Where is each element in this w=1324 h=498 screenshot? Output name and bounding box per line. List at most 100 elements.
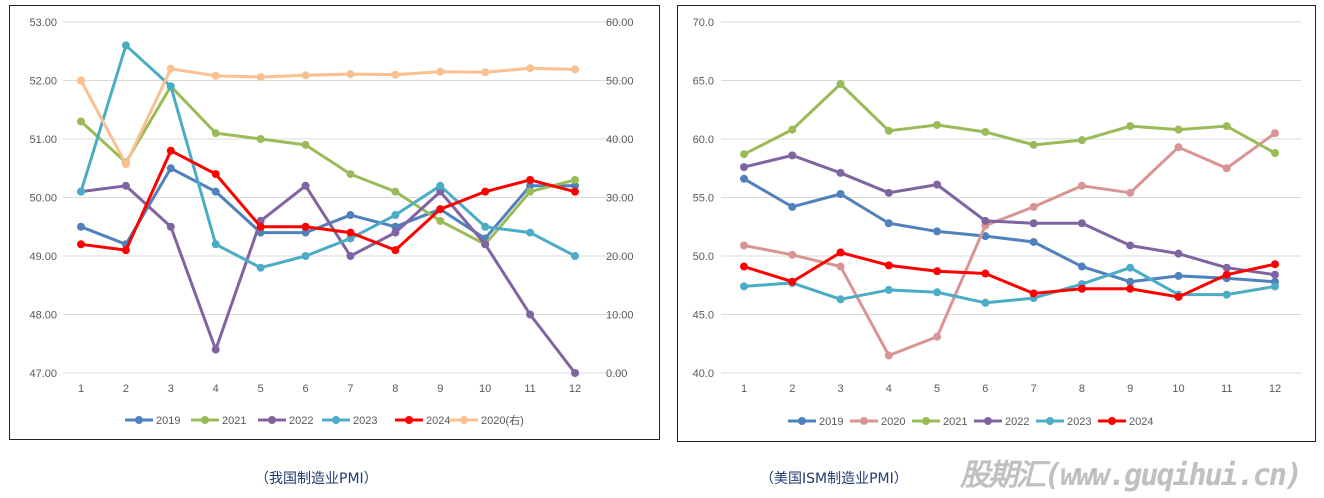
series-line-2021 xyxy=(743,82,1276,156)
data-point xyxy=(1222,270,1231,279)
data-point xyxy=(981,298,990,307)
data-point xyxy=(884,285,893,294)
y-tick-label: 40.0 xyxy=(693,368,714,380)
data-point xyxy=(933,120,942,129)
y-tick-label: 52.00 xyxy=(29,76,57,88)
x-tick-label: 10 xyxy=(479,383,491,395)
data-point xyxy=(301,140,310,149)
data-point xyxy=(211,240,220,249)
data-point xyxy=(884,261,893,270)
legend-marker xyxy=(460,416,468,424)
x-tick-label: 8 xyxy=(392,383,398,395)
data-point xyxy=(1029,289,1038,298)
data-point xyxy=(211,71,220,80)
data-point xyxy=(391,228,400,237)
data-point xyxy=(77,187,85,196)
data-point xyxy=(884,219,893,228)
data-point xyxy=(77,222,85,231)
data-point xyxy=(1271,282,1279,291)
series-line-2022 xyxy=(743,153,1276,277)
data-point xyxy=(301,252,310,260)
y-tick-label: 47.00 xyxy=(29,368,57,380)
data-point xyxy=(211,345,220,354)
legend-label: 2019 xyxy=(156,415,180,427)
data-point xyxy=(571,369,579,377)
data-point xyxy=(391,187,400,196)
data-point xyxy=(436,181,445,190)
data-point xyxy=(1174,143,1183,152)
x-tick-label: 9 xyxy=(1127,383,1133,395)
data-point xyxy=(346,211,355,220)
data-point xyxy=(1222,263,1231,272)
data-point xyxy=(884,188,893,197)
data-point xyxy=(933,288,942,297)
data-point xyxy=(933,332,942,341)
x-tick-label: 7 xyxy=(1031,383,1037,395)
data-point xyxy=(166,164,175,173)
data-point xyxy=(740,241,748,250)
data-point xyxy=(740,174,748,183)
data-point xyxy=(166,64,175,73)
y-tick-label: 70.0 xyxy=(693,17,714,29)
data-point xyxy=(1271,270,1279,279)
x-tick-label: 1 xyxy=(741,383,747,395)
data-point xyxy=(1222,122,1231,131)
data-point xyxy=(836,248,845,257)
data-point xyxy=(436,216,445,225)
china-pmi-chart-panel: 47.00 48.00 49.00 50.00 51.00 52.00 53.00 0.00 1… xyxy=(9,5,660,440)
data-point xyxy=(788,202,797,211)
data-point xyxy=(1077,262,1086,271)
y-tick-label: 48.00 xyxy=(29,310,57,322)
y-tick-label: 50.00 xyxy=(29,193,57,205)
legend-label: 2020(右) xyxy=(481,413,524,427)
data-point xyxy=(301,222,310,231)
legend-marker xyxy=(1108,417,1116,425)
data-point xyxy=(211,170,220,179)
x-tick-label: 8 xyxy=(1079,383,1085,395)
data-point xyxy=(1174,292,1183,301)
data-point xyxy=(526,181,535,190)
data-point xyxy=(346,70,355,79)
data-point xyxy=(256,72,265,81)
data-point xyxy=(571,181,579,190)
data-point xyxy=(836,80,845,89)
x-tick-label: 2 xyxy=(789,383,795,395)
data-point xyxy=(256,222,265,231)
data-point xyxy=(481,187,490,196)
y-tick-label: 55.0 xyxy=(693,193,714,205)
legend-label: 2022 xyxy=(289,415,313,427)
data-point xyxy=(740,163,748,172)
data-point xyxy=(481,240,490,249)
us-ism-pmi-chart-panel: 40.0 45.0 50.0 55.0 60.0 65.0 70.0 1 2 3 4 5 6 7 8 9 10 1… xyxy=(677,5,1316,442)
x-tick-label: 1 xyxy=(78,383,84,395)
series-line-2020(右) xyxy=(79,66,576,166)
legend-label: 2024 xyxy=(1129,416,1153,428)
y2-tick-label: 0.00 xyxy=(606,368,627,380)
legend-marker xyxy=(332,416,340,424)
series-line-2022 xyxy=(80,184,577,374)
data-point xyxy=(526,310,535,319)
legend-label: 2023 xyxy=(1067,416,1091,428)
data-point xyxy=(1174,249,1183,258)
series-line-2023 xyxy=(743,266,1276,305)
legend-marker xyxy=(922,417,930,425)
data-point xyxy=(884,126,893,135)
data-point xyxy=(836,295,845,304)
x-tick-label: 12 xyxy=(569,383,581,395)
x-tick-label: 5 xyxy=(934,383,940,395)
data-point xyxy=(166,222,175,231)
data-point xyxy=(1077,284,1086,293)
data-point xyxy=(1029,140,1038,149)
data-point xyxy=(981,269,990,278)
data-point xyxy=(1271,129,1279,138)
x-tick-label: 3 xyxy=(168,383,174,395)
legend-marker xyxy=(405,416,413,424)
data-point xyxy=(346,228,355,237)
data-point xyxy=(836,168,845,177)
y-tick-label: 51.00 xyxy=(29,134,57,146)
data-point xyxy=(571,175,579,184)
x-tick-label: 6 xyxy=(982,383,988,395)
x-tick-label: 10 xyxy=(1172,383,1184,395)
y2-tick-label: 20.00 xyxy=(606,251,634,263)
data-point xyxy=(788,250,797,259)
